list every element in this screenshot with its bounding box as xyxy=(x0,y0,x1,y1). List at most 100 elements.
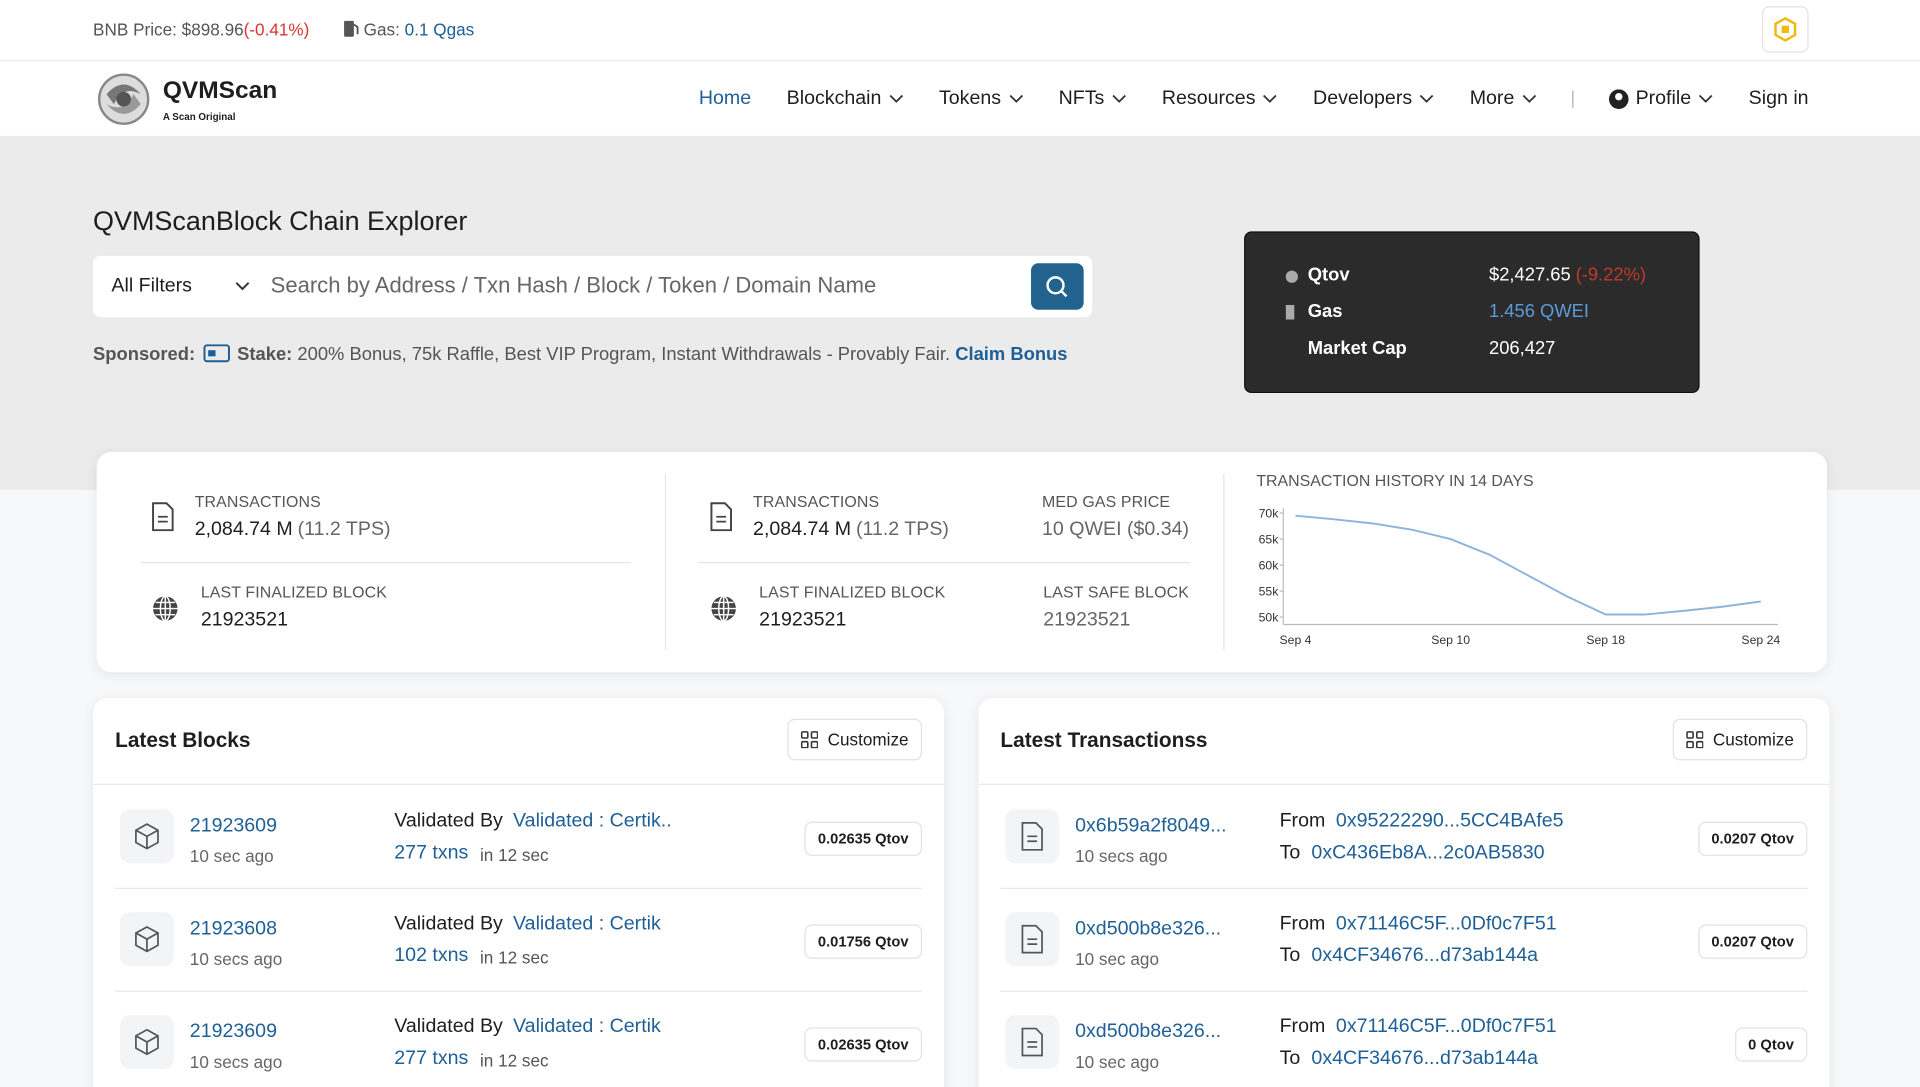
icon-shape xyxy=(1695,740,1704,749)
to-address[interactable]: 0x4CF34676...d73ab144a xyxy=(1311,1048,1539,1069)
profile-icon xyxy=(1608,88,1629,109)
icon-shape xyxy=(1285,304,1295,320)
gas-value[interactable]: 0.1 Qgas xyxy=(404,19,475,40)
grid-icon xyxy=(800,731,818,749)
validated-label: Validated By xyxy=(394,1016,503,1038)
stat-label: LAST FINALIZED BLOCK xyxy=(759,582,946,602)
to-address[interactable]: 0xC436Eb8A...2c0AB5830 xyxy=(1311,842,1545,864)
chevron xyxy=(1699,94,1713,103)
stat-value: 2,084.74 M (11.2 TPS) xyxy=(195,519,391,541)
icon-shape xyxy=(800,731,809,739)
stat-value-text: 2,084.74 M xyxy=(753,519,852,540)
block-number[interactable]: 21923609 xyxy=(189,1021,277,1043)
list-row: 0xd500b8e326... 10 sec ago From 0x71146C5F.… xyxy=(1000,991,1808,1087)
sponsor-name: Stake: xyxy=(237,344,293,365)
stat-value-text: 2,084.74 M xyxy=(194,519,293,540)
menu-item[interactable]: Tokens xyxy=(939,88,1023,110)
latest-transactions-card: Latest Transactionss Customize 0x6b59a2f80… xyxy=(978,697,1830,1087)
stat-value-text: 10 QWEI ($0.34) xyxy=(1042,519,1190,540)
profile[interactable]: Profile xyxy=(1608,88,1714,110)
validator[interactable]: Validated : Certik xyxy=(513,1016,661,1038)
icon-shape xyxy=(152,502,174,532)
icon-shape xyxy=(1614,92,1623,100)
market-value: 206,427 xyxy=(1489,338,1555,359)
stat-label: MED GAS PRICE xyxy=(1042,492,1171,511)
tagline: A Scan Original xyxy=(162,111,236,123)
icon-shape xyxy=(135,1028,159,1056)
menu-item[interactable]: Developers xyxy=(1313,88,1434,110)
tx-hash[interactable]: 0xd500b8e326... xyxy=(1075,1021,1222,1043)
icon-shape xyxy=(711,596,736,621)
stat-value: 10 QWEI ($0.34) xyxy=(1042,519,1189,541)
stat-value: 21923521 xyxy=(201,610,288,632)
block-number[interactable]: 21923609 xyxy=(189,815,277,837)
menu-item[interactable]: More xyxy=(1470,88,1537,110)
logo[interactable] xyxy=(97,70,151,129)
chevron xyxy=(235,282,250,291)
to-address[interactable]: 0x4CF34676...d73ab144a xyxy=(1311,945,1539,967)
tx-hash[interactable]: 0x6b59a2f8049... xyxy=(1075,815,1227,837)
divider xyxy=(1223,473,1225,651)
search-button[interactable] xyxy=(1031,263,1084,310)
tx-hash[interactable]: 0xd500b8e326... xyxy=(1075,918,1222,940)
search-icon xyxy=(1046,276,1068,298)
divider xyxy=(664,473,667,651)
menu-label: NFTs xyxy=(1058,87,1105,109)
menu-item[interactable]: NFTs xyxy=(1059,88,1127,110)
separator xyxy=(1571,90,1574,108)
menu-item[interactable]: Home xyxy=(699,88,751,110)
icon-shape xyxy=(135,925,159,953)
filter-select[interactable]: All Filters xyxy=(111,275,192,297)
sponsor-link[interactable]: Claim Bonus xyxy=(955,344,1068,365)
hero: QVMScanBlock Chain Explorer All Filters … xyxy=(0,135,1920,490)
brand[interactable]: QVMScan xyxy=(162,77,278,105)
list-row: 0xd500b8e326... 10 sec ago From 0x71146C5F.… xyxy=(1000,888,1808,992)
stat-label: TRANSACTIONS xyxy=(753,492,880,511)
txn-count[interactable]: 102 txns xyxy=(394,945,469,967)
validator[interactable]: Validated : Certik xyxy=(513,913,661,935)
icon-shape xyxy=(1686,740,1694,749)
customize-label: Customize xyxy=(1712,729,1794,750)
chart-title: TRANSACTION HISTORY IN 14 DAYS xyxy=(1256,473,1533,490)
menu-label: Tokens xyxy=(938,87,1002,109)
list-row: 21923608 10 secs ago Validated By Validated… xyxy=(115,888,923,992)
menu-label: Resources xyxy=(1161,87,1256,109)
top-bar: BNB Price: $898.96(-0.41%) Gas: 0.1 Qgas xyxy=(0,0,1920,62)
icon-shape xyxy=(800,740,809,749)
block-number[interactable]: 21923608 xyxy=(189,918,277,940)
list-row: 21923609 10 secs ago Validated By Validated… xyxy=(115,991,923,1087)
stat-value: 21923521 xyxy=(759,610,846,632)
menu: Home Blockchain Tokens NFTs Resources Develop… xyxy=(699,61,1809,136)
sign-in[interactable]: Sign in xyxy=(1748,87,1809,109)
from-address[interactable]: 0x95222290...5CC4BAfe5 xyxy=(1335,810,1564,832)
icon-shape xyxy=(1021,822,1043,851)
txn-count[interactable]: 277 txns xyxy=(394,1048,469,1069)
cube-icon xyxy=(135,925,159,953)
customize-button[interactable]: Customize xyxy=(787,718,923,761)
from-address[interactable]: 0x71146C5F...0Df0c7F51 xyxy=(1335,1016,1557,1038)
network-button[interactable] xyxy=(1762,6,1809,53)
txn-count[interactable]: 277 txns xyxy=(394,842,469,864)
doc-icon xyxy=(1021,924,1043,954)
market-card: Qtov $2,427.65 (-9.22%) Gas 1.456 QWEI Market… xyxy=(1244,231,1700,394)
menu-item[interactable]: Resources xyxy=(1162,88,1278,110)
block-age: 10 secs ago xyxy=(189,1051,283,1072)
y-tick-label: 55k xyxy=(1259,584,1280,598)
nav-bar: QVMScan A Scan Original Home Blockchain To… xyxy=(0,61,1920,138)
amount-badge: 0 Qtov xyxy=(1734,1027,1808,1062)
from-address[interactable]: 0x71146C5F...0Df0c7F51 xyxy=(1335,913,1557,935)
doc-icon xyxy=(1021,1027,1043,1057)
block-time: in 12 sec xyxy=(480,947,549,968)
gas-icon xyxy=(1285,304,1295,320)
block-icon xyxy=(120,912,174,967)
customize-button[interactable]: Customize xyxy=(1672,718,1808,761)
menu-item[interactable]: Blockchain xyxy=(787,88,904,110)
icon-shape xyxy=(153,596,178,621)
validator[interactable]: Validated : Certik.. xyxy=(513,810,672,832)
search-input[interactable]: Search by Address / Txn Hash / Block / T… xyxy=(270,273,877,298)
chevron-path xyxy=(1420,94,1434,103)
block-icon xyxy=(120,809,174,864)
divider xyxy=(697,562,1191,564)
market-change: (-9.22%) xyxy=(1575,264,1647,286)
